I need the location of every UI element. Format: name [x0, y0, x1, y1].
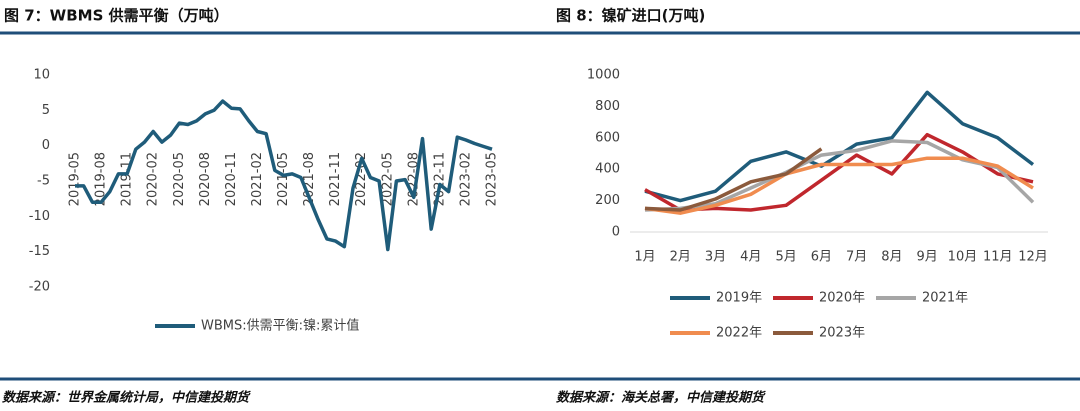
y-tick-label: 0 [42, 138, 50, 153]
y-tick-label: 400 [595, 162, 620, 177]
legend-label: WBMS:供需平衡:镍:累计值 [201, 318, 359, 334]
x-tick-label: 7月 [846, 250, 867, 265]
x-tick-label: 2023-05 [485, 152, 500, 206]
x-tick-label: 2月 [670, 250, 691, 265]
chart-title: 图 7：WBMS 供需平衡（万吨） [4, 7, 229, 25]
y-tick-label: 5 [42, 103, 50, 118]
x-tick-label: 2021-02 [250, 152, 265, 206]
y-tick-label: 800 [595, 99, 620, 114]
x-tick-label: 2023-02 [458, 152, 473, 206]
x-tick-label: 2020-05 [172, 152, 187, 206]
x-tick-label: 12月 [1018, 250, 1048, 265]
y-tick-label: 10 [33, 68, 50, 83]
y-tick-label: 600 [595, 130, 620, 145]
x-tick-label: 2020-02 [146, 152, 161, 206]
x-tick-label: 6月 [811, 250, 832, 265]
y-tick-label: -5 [37, 174, 50, 189]
legend-label: 2019年 [716, 291, 762, 306]
x-tick-label: 2021-05 [276, 152, 291, 206]
y-tick-label: -10 [29, 209, 50, 224]
y-tick-label: 1000 [587, 68, 620, 83]
series-line [644, 139, 1035, 212]
x-tick-label: 2021-11 [328, 152, 343, 206]
source: 数据来源：世界金属统计局，中信建投期货 [2, 390, 251, 406]
x-tick-label: 2020-11 [224, 152, 239, 206]
x-tick-label: 2022-11 [432, 152, 447, 206]
x-tick-label: 2019-05 [68, 152, 83, 206]
legend-label: 2020年 [819, 291, 865, 306]
y-tick-label: -20 [29, 280, 50, 295]
source: 数据来源：海关总署，中信建投期货 [556, 390, 766, 406]
series-line [644, 147, 823, 212]
x-tick-label: 8月 [881, 250, 902, 265]
x-tick-label: 3月 [705, 250, 726, 265]
x-tick-label: 10月 [948, 250, 978, 265]
series-line [644, 156, 1034, 215]
x-tick-label: 1月 [634, 250, 655, 265]
legend-label: 2023年 [819, 326, 865, 341]
x-tick-label: 2020-08 [198, 152, 213, 206]
x-tick-label: 2022-05 [380, 152, 395, 206]
series-line [75, 99, 493, 252]
y-tick-label: 0 [612, 225, 620, 240]
x-tick-label: 5月 [775, 250, 796, 265]
chart-title: 图 8：镍矿进口(万吨) [556, 7, 705, 25]
series-line [644, 90, 1035, 203]
legend-label: 2021年 [922, 291, 968, 306]
x-tick-label: 9月 [917, 250, 938, 265]
series-line [644, 132, 1034, 212]
y-tick-label: 200 [595, 193, 620, 208]
x-tick-label: 11月 [983, 250, 1013, 265]
x-tick-label: 2019-08 [94, 152, 109, 206]
legend-label: 2022年 [716, 326, 762, 341]
x-tick-label: 4月 [740, 250, 761, 265]
y-tick-label: -15 [29, 244, 50, 259]
